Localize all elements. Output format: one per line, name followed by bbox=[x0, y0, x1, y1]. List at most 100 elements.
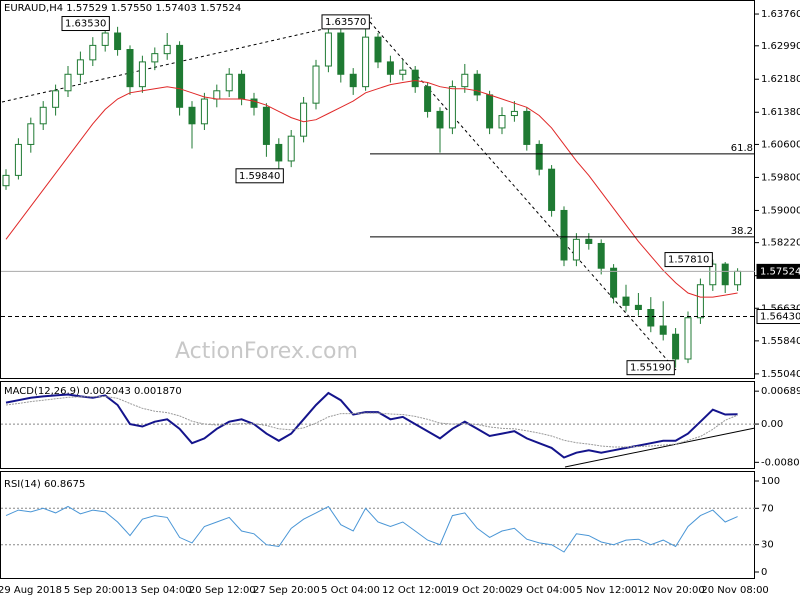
candle-body bbox=[734, 270, 742, 286]
candle-body bbox=[287, 135, 295, 162]
price-label: 1.57810 bbox=[668, 255, 709, 266]
candle-body bbox=[52, 90, 60, 108]
candle-body bbox=[14, 143, 22, 176]
macd-title: MACD(12,26,9) 0.002043 0.001870 bbox=[4, 386, 182, 397]
candle-body bbox=[250, 98, 258, 108]
x-tick-label: 5 Nov 12:00 bbox=[576, 585, 637, 596]
fib-label: 61.8 bbox=[731, 143, 753, 154]
candle-body bbox=[585, 238, 593, 244]
watermark: ActionForex.com bbox=[175, 339, 358, 364]
macd-trend-line bbox=[564, 427, 756, 468]
y-tick-label: 1.63760 bbox=[761, 9, 800, 20]
y-tick-label: 1.60600 bbox=[761, 139, 800, 150]
candle-body bbox=[709, 263, 717, 286]
y-tick-label: 30 bbox=[761, 540, 774, 551]
candle-body bbox=[188, 106, 196, 125]
moving-average bbox=[5, 79, 738, 298]
chart-title: EURAUD,H4 1.57529 1.57550 1.57403 1.5752… bbox=[4, 3, 241, 14]
candle-body bbox=[473, 73, 481, 96]
candle-body bbox=[64, 73, 72, 92]
rsi-panel bbox=[0, 471, 755, 579]
x-tick-label: 12 Oct 12:00 bbox=[382, 585, 447, 596]
y-tick-label: 100 bbox=[761, 476, 780, 487]
y-tick-label: 0.00 bbox=[761, 419, 783, 430]
candle-body bbox=[89, 44, 97, 61]
price-label-box bbox=[235, 168, 284, 184]
candle-body bbox=[548, 168, 556, 211]
price-label-box bbox=[626, 360, 675, 376]
indicator-line bbox=[5, 391, 738, 459]
candle-body bbox=[200, 98, 208, 125]
price-label: 1.56430 bbox=[760, 312, 800, 323]
y-tick-label: 1.55040 bbox=[761, 369, 800, 380]
candle-body bbox=[684, 317, 692, 360]
candle-body bbox=[510, 110, 518, 117]
candle-body bbox=[101, 32, 109, 46]
candle-body bbox=[696, 284, 704, 319]
candle-body bbox=[300, 102, 308, 137]
candle-body bbox=[461, 73, 469, 88]
candle-body bbox=[411, 69, 419, 88]
candle-body bbox=[523, 110, 531, 145]
candle-body bbox=[436, 110, 444, 129]
y-tick-label: 1.56630 bbox=[761, 303, 800, 314]
candle-body bbox=[672, 333, 680, 360]
x-tick-label: 20 Nov 08:00 bbox=[701, 585, 768, 596]
candle-body bbox=[424, 86, 432, 112]
x-tick-label: 19 Oct 20:00 bbox=[446, 585, 511, 596]
price-panel bbox=[0, 0, 755, 379]
y-tick-label: 1.62990 bbox=[761, 41, 800, 52]
candle-body bbox=[399, 69, 407, 75]
candle-body bbox=[634, 304, 642, 310]
candle-body bbox=[176, 44, 184, 108]
y-tick-label: 1.59800 bbox=[761, 172, 800, 183]
price-label-box bbox=[61, 16, 110, 32]
y-tick-label: -0.008013 bbox=[761, 457, 800, 468]
candle-body bbox=[213, 90, 221, 100]
x-tick-label: 13 Sep 04:00 bbox=[125, 585, 192, 596]
price-label-box bbox=[321, 14, 370, 30]
y-tick-label: 0.00689 bbox=[761, 386, 800, 397]
trend-line bbox=[369, 21, 677, 371]
candle-body bbox=[560, 209, 568, 261]
price-label: 1.57524 bbox=[760, 266, 800, 277]
candle-body bbox=[572, 238, 580, 261]
y-tick-label: 1.55840 bbox=[761, 336, 800, 347]
x-tick-label: 29 Oct 04:00 bbox=[510, 585, 575, 596]
candle-body bbox=[27, 123, 35, 145]
candle-body bbox=[374, 36, 382, 63]
y-tick-label: 1.62180 bbox=[761, 74, 800, 85]
candle-body bbox=[76, 59, 84, 75]
candle-body bbox=[349, 73, 357, 88]
candle-body bbox=[486, 94, 494, 129]
candle-body bbox=[535, 143, 543, 170]
price-label-box bbox=[664, 252, 713, 268]
candle-body bbox=[225, 73, 233, 92]
x-tick-label: 5 Sep 20:00 bbox=[64, 585, 124, 596]
candle-body bbox=[659, 325, 667, 335]
candle-body bbox=[610, 267, 618, 298]
x-tick-label: 5 Oct 04:00 bbox=[321, 585, 380, 596]
candle-body bbox=[163, 44, 171, 55]
candle-body bbox=[126, 49, 134, 88]
candle-body bbox=[337, 32, 345, 75]
candle-body bbox=[622, 296, 630, 306]
candle-body bbox=[324, 32, 332, 67]
candle-body bbox=[39, 106, 47, 125]
candle-body bbox=[597, 242, 605, 269]
x-tick-label: 20 Sep 12:00 bbox=[189, 585, 256, 596]
candle-body bbox=[498, 115, 506, 129]
candle-body bbox=[2, 174, 10, 187]
candle-body bbox=[262, 106, 270, 145]
candle-body bbox=[138, 61, 146, 88]
price-label: 1.55190 bbox=[630, 363, 671, 374]
candle-body bbox=[114, 32, 122, 51]
fib-label: 38.2 bbox=[731, 226, 753, 237]
candle-body bbox=[647, 308, 655, 327]
candle-body bbox=[275, 143, 283, 162]
y-tick-label: 1.59000 bbox=[761, 205, 800, 216]
price-label-box bbox=[756, 263, 800, 279]
y-tick-label: 1.61380 bbox=[761, 107, 800, 118]
y-tick-label: 0 bbox=[761, 567, 767, 578]
